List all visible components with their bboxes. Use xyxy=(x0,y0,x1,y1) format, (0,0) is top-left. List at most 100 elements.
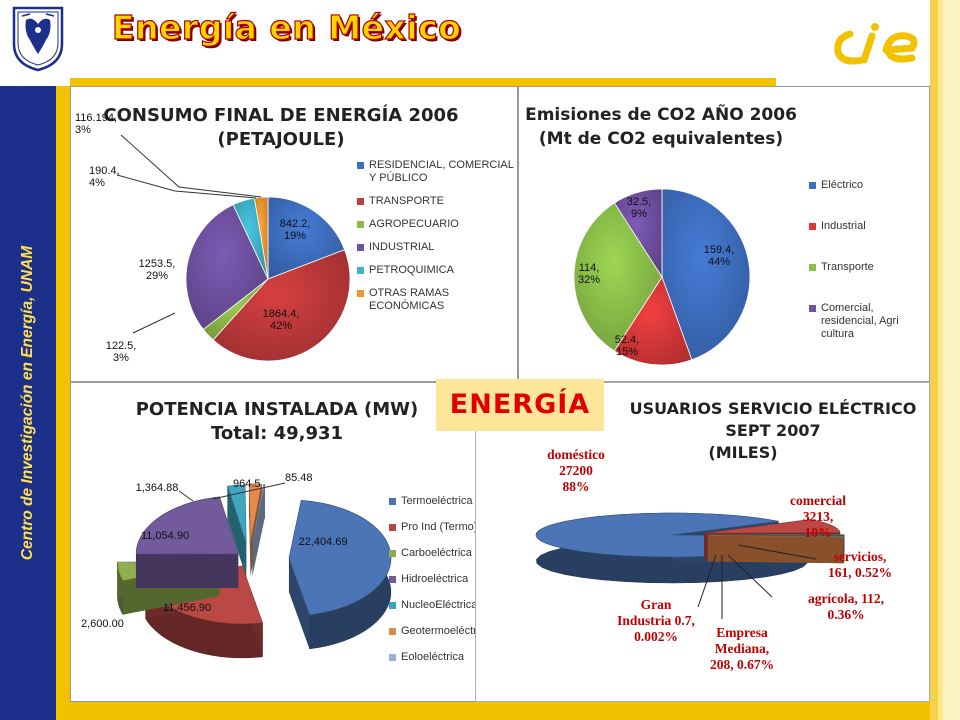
potencia-legend-label: Geotermoeléctrica xyxy=(401,625,491,637)
consumo-legend-label: RESIDENCIAL, COMERCIAL Y PÚBLICO xyxy=(369,159,514,184)
potencia-label-geotermoelectrica: 964.5 xyxy=(233,478,261,490)
consumo-label-petroquimica: 190.4, 4% xyxy=(89,165,120,189)
consumo-leader-otras-ramas-economicas xyxy=(120,134,262,198)
unam-seal-icon xyxy=(12,6,64,72)
emisiones-legend-label: Eléctrico xyxy=(821,179,864,191)
consumo-legend: RESIDENCIAL, COMERCIAL Y PÚBLICO TRANSPOR… xyxy=(357,159,517,323)
consumo-legend-swatch xyxy=(357,244,364,251)
potencia-legend-item-hidroelectrica: Hidroeléctrica xyxy=(389,573,517,586)
usuarios-chart-panel: USUARIOS SERVICIO ELÉCTRICO SEPT 2007 (M… xyxy=(475,382,930,702)
consumo-label-residencial-comercial-y-publico: 842.2, 19% xyxy=(280,218,311,242)
potencia-subtitle: Total: 49,931 xyxy=(210,423,344,444)
consumo-label-transporte: 1864.4, 42% xyxy=(263,308,300,332)
emisiones-slice-electrico xyxy=(661,188,751,361)
consumo-legend-label: PETROQUIMICA xyxy=(369,264,454,276)
potencia-legend-swatch xyxy=(389,576,396,583)
usuarios-leader-servicios xyxy=(737,544,817,560)
consumo-legend-label: INDUSTRIAL xyxy=(369,241,435,253)
potencia-slice-hidroelectrica xyxy=(135,496,239,589)
potencia-pie-svg: 22,404.69 11,456.90 2,600.00 11,054.90 1,364… xyxy=(81,472,392,659)
potencia-legend-label: Eoloeléctrica xyxy=(401,651,464,663)
consumo-legend-item-transporte: TRANSPORTE xyxy=(357,195,517,208)
consumo-legend-label: AGROPECUARIO xyxy=(369,218,459,230)
emisiones-legend-item-transporte: Transporte xyxy=(809,261,929,274)
energia-badge: ENERGÍA xyxy=(436,379,604,431)
usuarios-subtitle: SEPT 2007 xyxy=(725,421,821,440)
consumo-title: CONSUMO FINAL DE ENERGÍA 2006 xyxy=(103,105,459,126)
potencia-leader-nucleoelectrica xyxy=(178,490,194,502)
usuarios-label-comercial: comercial 3213, 10% xyxy=(790,493,846,540)
emisiones-slice-industrial xyxy=(613,276,693,366)
consumo-legend-label: TRANSPORTE xyxy=(369,195,444,207)
usuarios-label-empresa-mediana: Empresa Mediana, 208, 0.67% xyxy=(710,625,774,672)
title-underline xyxy=(70,78,776,86)
emisiones-legend-label: Industrial xyxy=(821,220,866,232)
emisiones-legend-swatch xyxy=(809,305,816,312)
emisiones-slice-comercial-residencial-agri-cultura xyxy=(613,188,663,279)
potencia-chart-panel: POTENCIA INSTALADA (MW) Total: 49,931 22… xyxy=(70,382,518,702)
usuarios-title: USUARIOS SERVICIO ELÉCTRICO xyxy=(629,399,917,418)
potencia-legend-item-geotermoelectrica: Geotermoeléctrica xyxy=(389,625,517,638)
emisiones-legend-swatch xyxy=(809,264,816,271)
emisiones-chart-panel: Emisiones de CO2 AÑO 2006 (Mt de CO2 equ… xyxy=(518,86,930,382)
usuarios-pie-svg: doméstico 27200 88% comercial 3213, 10% servic… xyxy=(535,447,892,672)
potencia-legend-swatch xyxy=(389,524,396,531)
consumo-legend-swatch xyxy=(357,221,364,228)
consumo-slice-transporte xyxy=(212,249,351,362)
consumo-legend-item-agropecuario: AGROPECUARIO xyxy=(357,218,517,231)
consumo-pie-svg: 842.2, 19% 1864.4, 42% 122.5, 3% 1253.5, 29% 190… xyxy=(75,112,351,364)
potencia-legend-item-eoloelectrica: Eoloeléctrica xyxy=(389,651,517,664)
emisiones-slice-transporte xyxy=(573,202,663,352)
emisiones-legend-item-comercial-residencial-agri-cultura: Comercial, residencial, Agri cultura xyxy=(809,302,929,341)
consumo-label-otras-ramas-economicas: 116.194, 3% xyxy=(75,112,117,136)
potencia-legend-swatch xyxy=(389,654,396,661)
potencia-leader-eoloelectrica xyxy=(212,482,286,500)
potencia-legend-swatch xyxy=(389,550,396,557)
slide-title: Energía en México xyxy=(111,7,462,47)
potencia-legend-item-termoelectrica: Termoeléctrica xyxy=(389,495,517,508)
consumo-legend-item-industrial: INDUSTRIAL xyxy=(357,241,517,254)
usuarios-label-servicios: servicios, 161, 0.52% xyxy=(828,549,892,580)
potencia-title: POTENCIA INSTALADA (MW) xyxy=(135,399,419,420)
potencia-slice-eoloelectrica xyxy=(252,484,266,577)
potencia-legend-item-nucleoelectrica: NucleoEléctrica xyxy=(389,599,517,612)
consumo-legend-item-otras-ramas-economicas: OTRAS RAMAS ECONÓMICAS xyxy=(357,287,517,313)
emisiones-legend-label: Comercial, residencial, Agri cultura xyxy=(821,302,899,340)
left-gold-stripe xyxy=(56,86,70,720)
potencia-label-pro-ind-termo: 11,456.90 xyxy=(163,602,211,614)
consumo-legend-swatch xyxy=(357,290,364,297)
consumo-slice-residencial-comercial-y-publico xyxy=(267,196,346,280)
usuarios-unit: (MILES) xyxy=(708,443,778,462)
consumo-legend-swatch xyxy=(357,198,364,205)
potencia-label-nucleoelectrica: 1,364.88 xyxy=(136,482,179,494)
consumo-legend-item-petroquimica: PETROQUIMICA xyxy=(357,264,517,277)
emisiones-label-transporte: 114, 32% xyxy=(578,262,600,286)
potencia-label-eoloelectrica: 85.48 xyxy=(285,472,313,484)
emisiones-label-comercial-residencial-agri-cultura: 32.5, 9% xyxy=(627,196,651,220)
consumo-label-agropecuario: 122.5, 3% xyxy=(106,340,137,364)
emisiones-legend-item-electrico: Eléctrico xyxy=(809,179,929,192)
consumo-legend-label: OTRAS RAMAS ECONÓMICAS xyxy=(369,287,450,312)
left-sidebar-bar xyxy=(0,86,56,720)
consumo-label-industrial: 1253.5, 29% xyxy=(139,258,176,282)
emisiones-title: Emisiones de CO2 AÑO 2006 xyxy=(525,105,797,125)
potencia-legend-label: Hidroeléctrica xyxy=(401,573,469,585)
potencia-legend: Termoeléctrica Pro Ind (Termo) Carboeléctr… xyxy=(389,495,517,677)
emisiones-subtitle: (Mt de CO2 equivalentes) xyxy=(538,129,784,149)
potencia-legend-label: Carboeléctrica xyxy=(401,547,472,559)
consumo-legend-swatch xyxy=(357,162,364,169)
usuarios-label-gran-industria: Gran Industria 0.7, 0.002% xyxy=(617,597,695,644)
emisiones-label-electrico: 159.4, 44% xyxy=(704,244,735,268)
potencia-legend-swatch xyxy=(389,498,396,505)
potencia-label-termoelectrica: 22,404.69 xyxy=(299,536,348,548)
potencia-slice-nucleoelectrica xyxy=(227,484,247,578)
potencia-legend-swatch xyxy=(389,602,396,609)
consumo-legend-item-residencial-comercial-y-publico: RESIDENCIAL, COMERCIAL Y PÚBLICO xyxy=(357,159,517,185)
usuarios-label-domestico: doméstico 27200 88% xyxy=(547,447,605,494)
emisiones-legend-item-industrial: Industrial xyxy=(809,220,929,233)
bottom-gold-stripe xyxy=(70,702,930,720)
emisiones-legend: Eléctrico Industrial Transporte Comercial, … xyxy=(809,179,929,369)
usuarios-leader-agricola xyxy=(727,554,773,598)
emisiones-legend-swatch xyxy=(809,182,816,189)
potencia-legend-label: Termoeléctrica xyxy=(401,495,473,507)
